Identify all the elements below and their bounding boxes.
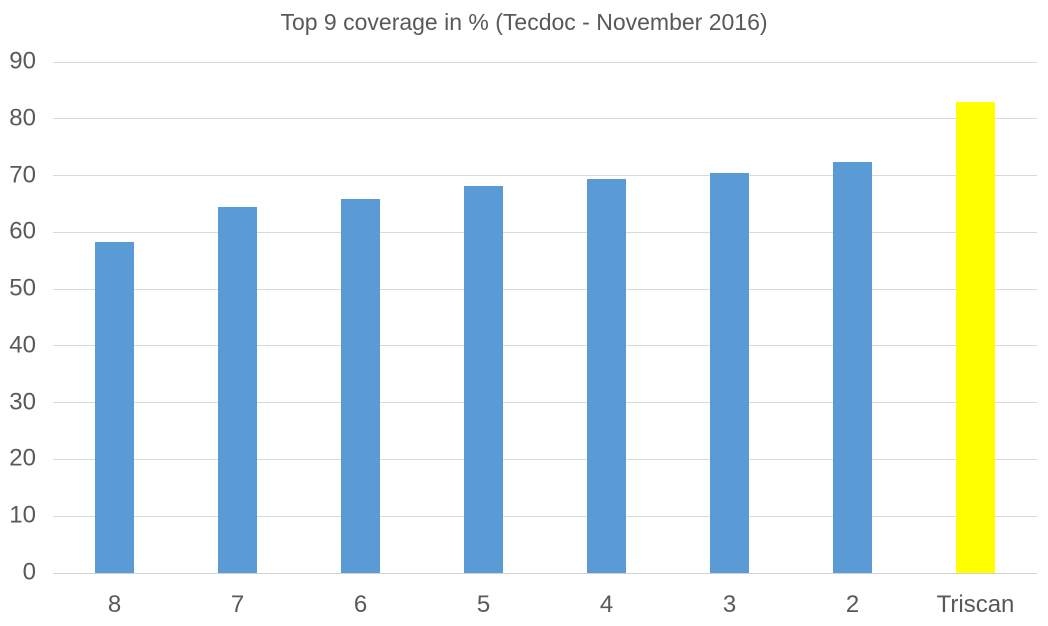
y-gridline xyxy=(53,288,1037,290)
x-axis-category-label: 6 xyxy=(353,591,368,618)
y-gridline xyxy=(53,118,1037,120)
y-axis-tick-label: 40 xyxy=(9,331,36,359)
y-axis-tick-label: 30 xyxy=(9,388,36,416)
x-axis-category-label: 7 xyxy=(230,591,245,618)
bar-8 xyxy=(95,241,134,573)
y-axis-tick-label: 80 xyxy=(9,104,36,132)
y-gridline xyxy=(53,231,1037,233)
y-axis-tick-label: 70 xyxy=(9,161,36,189)
y-gridline xyxy=(53,345,1037,347)
bar-triscan xyxy=(956,101,995,573)
bar-5 xyxy=(464,185,503,573)
y-gridline xyxy=(53,515,1037,517)
x-axis-category-label: 4 xyxy=(599,591,614,618)
y-gridline xyxy=(53,402,1037,404)
x-axis-category-label: 8 xyxy=(107,591,122,618)
y-gridline xyxy=(53,61,1037,63)
y-axis-tick-label: 50 xyxy=(9,274,36,302)
y-axis-tick-label: 60 xyxy=(9,217,36,245)
y-axis-tick-label: 90 xyxy=(9,47,36,75)
y-axis-tick-label: 20 xyxy=(9,444,36,472)
bar-4 xyxy=(587,178,626,573)
x-axis-category-label: 3 xyxy=(722,591,737,618)
y-axis-tick-label: 0 xyxy=(22,558,36,586)
x-axis-category-label: 2 xyxy=(845,591,860,618)
y-axis-tick-label: 10 xyxy=(9,501,36,529)
x-axis-category-label: 5 xyxy=(476,591,491,618)
bar-7 xyxy=(218,207,257,573)
bar-6 xyxy=(341,198,380,573)
chart-title: Top 9 coverage in % (Tecdoc - November 2… xyxy=(280,9,768,35)
x-axis-category-label: Triscan xyxy=(936,591,1015,618)
y-gridline xyxy=(53,175,1037,177)
y-gridline xyxy=(53,458,1037,460)
x-axis-line xyxy=(53,572,1037,574)
bar-2 xyxy=(833,161,872,573)
bar-3 xyxy=(710,172,749,573)
